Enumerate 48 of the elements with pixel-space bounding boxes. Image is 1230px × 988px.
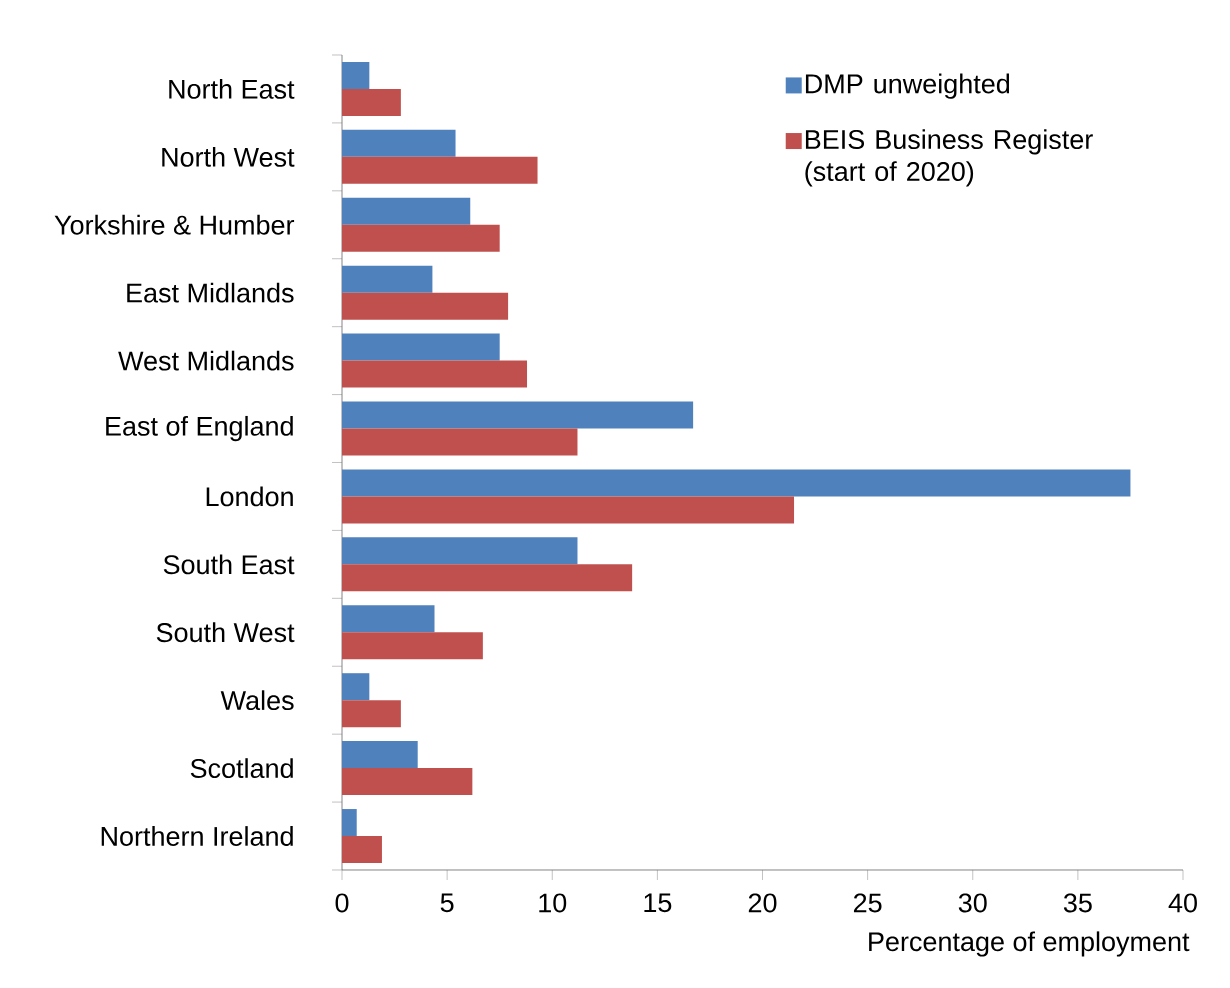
y-tick-label: South East (163, 554, 295, 575)
x-tick-label: 0 (335, 893, 349, 913)
bar (342, 564, 633, 592)
x-axis-title: Percentage of employment (869, 931, 1190, 957)
bar (342, 632, 483, 660)
bar (342, 700, 401, 728)
legend-label: BEIS Business Register (start of 2020) (805, 129, 1093, 187)
x-tick-label: 5 (440, 893, 454, 913)
x-tick-label: 15 (644, 893, 672, 913)
bar (342, 333, 500, 361)
y-tick-label: West Midlands (118, 350, 294, 371)
y-tick-label: Wales (220, 690, 294, 711)
x-tick-label: 40 (1168, 893, 1197, 913)
x-tick-label: 10 (539, 893, 567, 913)
y-tick-label: North West (162, 146, 295, 167)
bar (342, 496, 795, 524)
y-tick-label: East of England (106, 415, 293, 442)
bar (342, 401, 694, 429)
bar (342, 469, 1131, 497)
y-tick-label: South West (156, 622, 295, 643)
x-tick-label: 25 (853, 893, 882, 913)
y-tick-label: East Midlands (127, 282, 294, 303)
y-tick-label: Yorkshire & Humber (54, 214, 295, 235)
x-tick-label: 35 (1063, 893, 1092, 913)
x-tick-label: 20 (748, 893, 777, 913)
bar (342, 673, 370, 701)
bar (342, 809, 357, 837)
bar (342, 292, 509, 320)
bar (342, 768, 473, 796)
bar (342, 224, 500, 252)
bar (342, 156, 538, 184)
bar (342, 129, 456, 157)
bar (342, 605, 435, 633)
x-tick-label: 30 (958, 893, 987, 913)
y-tick-label: London (206, 486, 293, 507)
y-tick-label: Scotland (190, 758, 293, 779)
bar (342, 88, 401, 116)
bar (342, 537, 578, 565)
bar (342, 197, 471, 225)
bar (342, 360, 528, 388)
y-tick-label: Northern Ireland (101, 826, 293, 846)
bar (342, 61, 370, 89)
legend-label: DMP unweighted (805, 73, 1010, 99)
bar (342, 836, 382, 864)
bar (342, 265, 433, 293)
bar (342, 741, 418, 769)
y-tick-label: North East (169, 79, 295, 99)
bar (342, 428, 578, 456)
